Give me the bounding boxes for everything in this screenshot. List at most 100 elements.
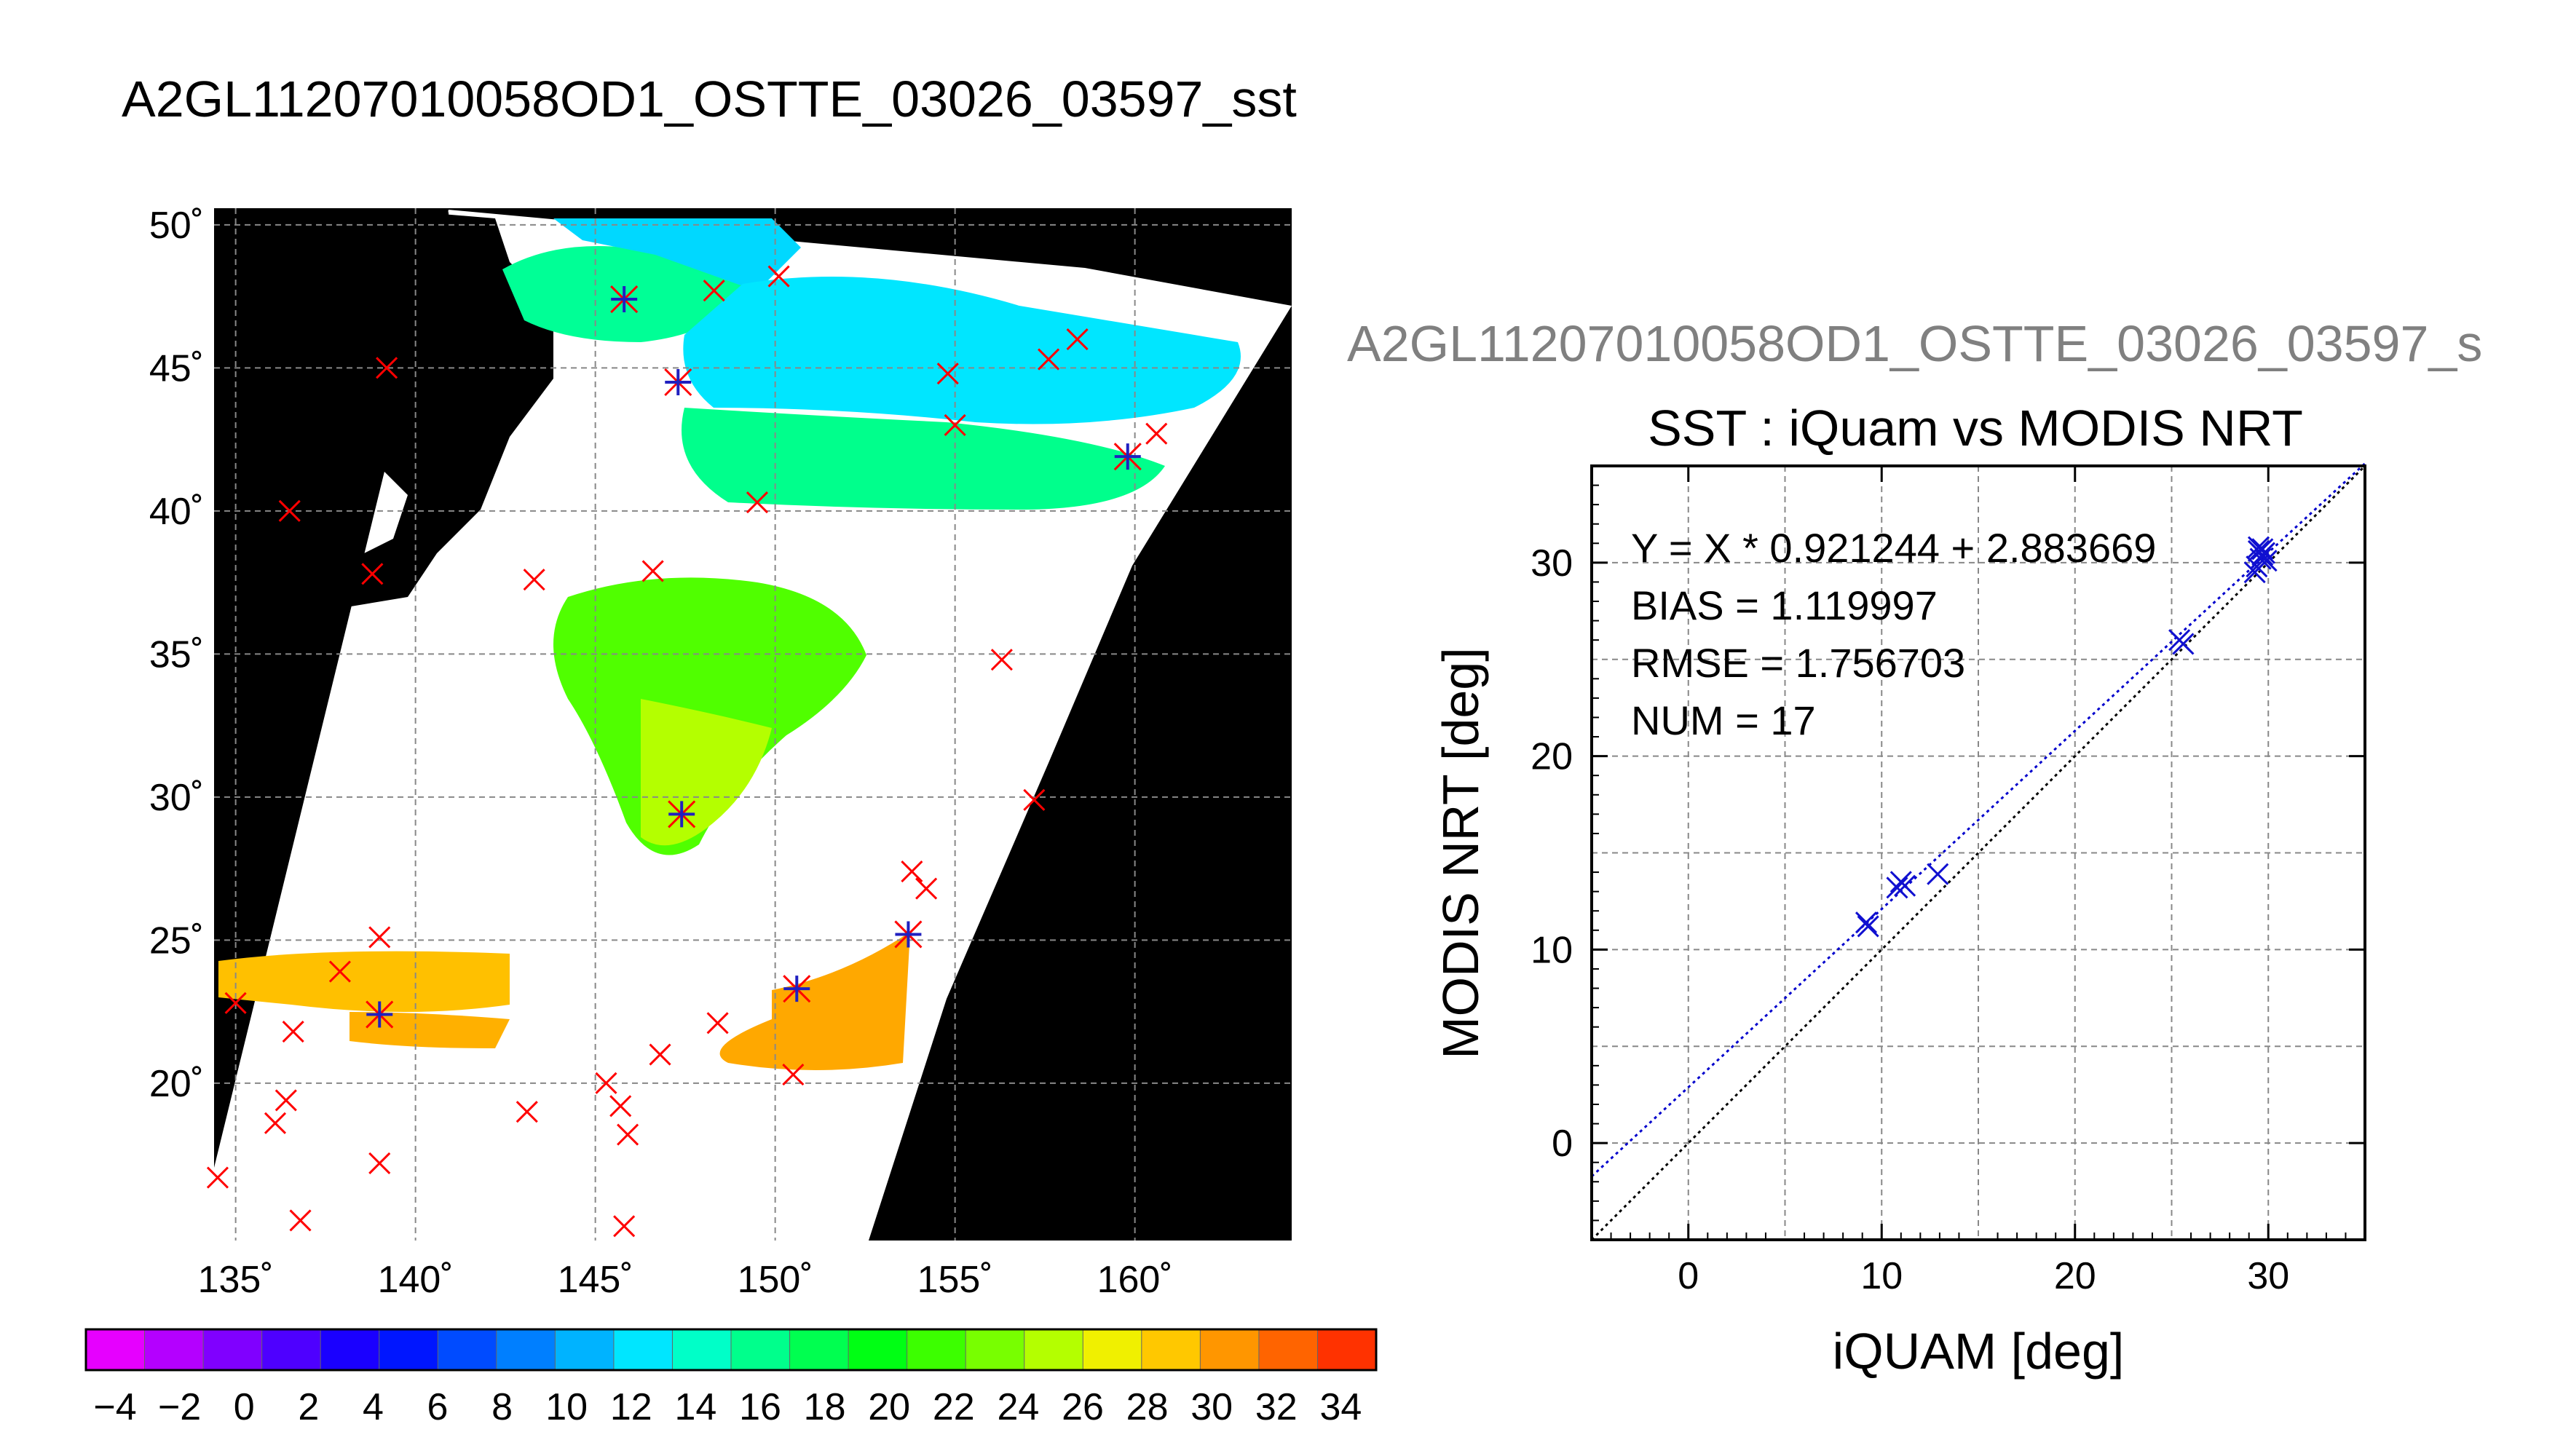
colorbar-tick-label: 28 [1126, 1386, 1169, 1428]
colorbar-tick-label: 30 [1190, 1386, 1233, 1428]
scatter-stat-line: NUM = 17 [1631, 697, 1816, 743]
colorbar-tick-label: 6 [427, 1386, 449, 1428]
y-tick-label: 0 [1552, 1123, 1573, 1165]
colorbar-tick-label: 0 [234, 1386, 255, 1428]
insitu-marker [901, 860, 923, 883]
scatter-point [2251, 538, 2274, 561]
sst-map: 135˚ 140˚ 145˚ 150˚ 155˚ 160˚ 50˚ 45˚ 40˚ 35˚ 30˚ 2… [149, 205, 1292, 1301]
colorbar-tick-label: 8 [491, 1386, 513, 1428]
scatter-reference-lines [1590, 462, 2366, 1241]
scatter-point [2247, 536, 2270, 558]
colorbar-tick-label: 2 [298, 1386, 319, 1428]
y-tick-label: 20 [1531, 736, 1573, 778]
insitu-marker [944, 414, 966, 437]
colorbar-cell [202, 1329, 263, 1371]
scatter-point [1894, 874, 1916, 897]
colorbar-tick-label: 22 [933, 1386, 975, 1428]
matchup-marker-plus [668, 801, 695, 828]
map-lon-label: 135˚ [198, 1259, 274, 1301]
map-lat-label: 30˚ [149, 777, 204, 819]
colorbar-cell [789, 1329, 850, 1371]
scatter-stat-line: Y = X * 0.921244 + 2.883669 [1631, 525, 2156, 571]
scatter-point [1857, 915, 1879, 938]
sst-region-south-west-2 [350, 1012, 510, 1048]
scatter-plot: 0 10 20 30 0 10 20 30 Y = X * 0.921244 + 2.8836… [1531, 462, 2366, 1297]
insitu-marker [703, 280, 725, 302]
colorbar-cell [730, 1329, 791, 1371]
colorbar-tick-label: −4 [93, 1386, 136, 1428]
colorbar-cell [379, 1329, 439, 1371]
colorbar-cell [1082, 1329, 1142, 1371]
y-axis-label: MODIS NRT [deg] [1432, 647, 1489, 1059]
colorbar-cell [1024, 1329, 1084, 1371]
insitu-marker [1038, 348, 1060, 371]
insitu-marker [767, 265, 790, 288]
map-markers [206, 265, 1168, 1238]
insitu-marker [746, 491, 769, 514]
page-title: A2GL11207010058OD1_OSTTE_03026_03597_sst [122, 71, 1297, 127]
sst-region-north-cold [553, 218, 801, 291]
x-axis-label: iQUAM [deg] [1833, 1323, 2125, 1380]
matchup-marker-plus [366, 1001, 393, 1028]
map-lon-label: 140˚ [378, 1259, 454, 1301]
colorbar-cell [613, 1329, 674, 1371]
matchup-marker-plus [611, 286, 638, 313]
map-lat-label: 40˚ [149, 491, 204, 533]
map-lat-label: 25˚ [149, 919, 204, 962]
insitu-marker [282, 1021, 304, 1043]
scatter-point [1855, 911, 1878, 934]
insitu-marker [595, 1072, 617, 1094]
matchup-marker-plus [895, 921, 922, 948]
colorbar-tick-label: 16 [739, 1386, 781, 1428]
identity-line [1590, 464, 2366, 1241]
insitu-marker [368, 926, 391, 949]
scatter-point [2172, 633, 2195, 655]
colorbar-tick-label: 4 [363, 1386, 384, 1428]
insitu-marker [649, 1043, 671, 1066]
colorbar-cell [965, 1329, 1025, 1371]
map-lat-label: 35˚ [149, 633, 204, 676]
map-lat-label: 20˚ [149, 1063, 204, 1105]
sst-region-kuroshio-ext [682, 408, 1165, 510]
insitu-marker [609, 1095, 632, 1117]
insitu-marker [617, 1123, 639, 1146]
colorbar: −4 −2 0 2 4 6 8 10 12 14 16 18 20 22 24 26 28 30 32 34 [84, 1328, 1378, 1428]
insitu-marker [641, 560, 664, 582]
colorbar-cell [437, 1329, 497, 1371]
colorbar-cell [261, 1329, 322, 1371]
insitu-marker [990, 649, 1013, 671]
matchup-marker-plus [665, 369, 692, 395]
colorbar-cell [496, 1329, 556, 1371]
scatter-point [1886, 877, 1908, 899]
scatter-point [1927, 863, 1949, 885]
matchup-marker-plus [1114, 443, 1141, 470]
insitu-marker [782, 1063, 805, 1086]
insitu-marker [278, 499, 301, 522]
colorbar-labels: −4 −2 0 2 4 6 8 10 12 14 16 18 20 22 24 26 28 30 32 34 [93, 1386, 1362, 1428]
colorbar-tick-label: 26 [1062, 1386, 1104, 1428]
colorbar-cell [907, 1329, 967, 1371]
insitu-marker [206, 1166, 229, 1189]
x-tick-label: 0 [1678, 1255, 1699, 1297]
fit-line [1590, 462, 2366, 1178]
insitu-marker [275, 1089, 297, 1112]
scatter-stats: Y = X * 0.921244 + 2.883669 BIAS = 1.1199… [1631, 525, 2156, 743]
map-lon-label: 145˚ [558, 1259, 633, 1301]
insitu-marker [516, 1101, 538, 1123]
insitu-marker [1066, 328, 1089, 351]
x-tick-label: 20 [2054, 1255, 2096, 1297]
colorbar-tick-label: 14 [674, 1386, 716, 1428]
insitu-marker [1145, 422, 1168, 445]
insitu-marker [376, 357, 398, 379]
land-japan [320, 211, 553, 612]
colorbar-cell [554, 1329, 615, 1371]
colorbar-tick-label: 12 [610, 1386, 652, 1428]
x-tick-label: 10 [1860, 1255, 1903, 1297]
matchup-marker-plus [783, 976, 810, 1002]
colorbar-tick-label: 20 [868, 1386, 910, 1428]
map-lat-label: 50˚ [149, 205, 204, 247]
sst-region-south-east [719, 932, 910, 1070]
scatter-ticks: 0 10 20 30 0 10 20 30 [1531, 466, 2365, 1297]
map-lon-label: 160˚ [1097, 1259, 1173, 1301]
